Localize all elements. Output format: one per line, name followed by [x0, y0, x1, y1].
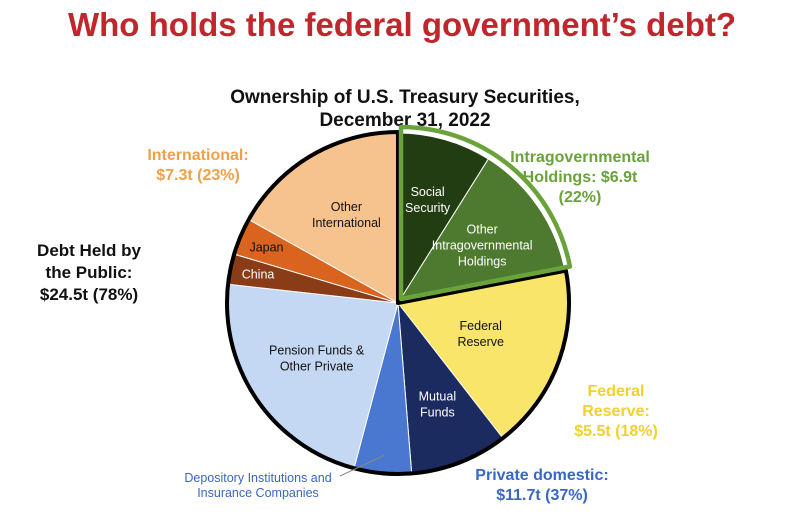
chart-title: Ownership of U.S. Treasury Securities, D… — [195, 86, 615, 132]
callout-fed-line: Federal — [587, 383, 645, 400]
callout-intragovernmental: Intragovernmental Holdings: $6.9t (22%) — [492, 148, 668, 208]
callout-fed-line: Reserve: — [582, 403, 650, 420]
chart-title-line: Ownership of U.S. Treasury Securities, — [230, 87, 580, 108]
public-debt-outline — [225, 130, 571, 476]
callout-intragov-line: (22%) — [558, 189, 602, 206]
callout-international-line: International: — [147, 147, 249, 164]
slice-label-other-international: Other International — [312, 200, 381, 230]
callout-public-line: $24.5t (78%) — [39, 285, 139, 304]
callout-domestic-line: Private domestic: — [475, 467, 609, 484]
pie-slice-other-intragovernmental-holdings — [396, 158, 566, 304]
slice-label-federal-reserve: Federal Reserve — [457, 319, 504, 349]
callout-intragov-line: Intragovernmental — [510, 149, 650, 166]
callout-domestic-line: $11.7t (37%) — [496, 487, 588, 504]
slice-label-other-intragovernmental-holdings: Other Intragovernmental Holdings — [432, 222, 533, 268]
slice-label-pension-funds-other-private: Pension Funds & Other Private — [269, 344, 365, 374]
slice-label-depository-institutions: Depository Institutions and Insurance Com… — [184, 471, 331, 500]
page-title: Who holds the federal government’s debt? — [68, 6, 736, 43]
callout-public-line: the Public: — [45, 263, 133, 282]
leader-line — [339, 454, 385, 477]
callout-federal-reserve: Federal Reserve: $5.5t (18%) — [556, 382, 676, 442]
intragovernmental-outline — [398, 124, 573, 302]
callout-international: International: $7.3t (23%) — [128, 146, 268, 186]
callout-international-line: $7.3t (23%) — [156, 167, 240, 184]
callout-private-domestic: Private domestic: $11.7t (37%) — [456, 466, 628, 506]
callout-debt-held-by-public: Debt Held by the Public: $24.5t (78%) — [14, 240, 164, 306]
chart-subtitle-line: December 31, 2022 — [319, 110, 491, 131]
slice-label-china: China — [242, 268, 275, 282]
slice-label-mutual-funds: Mutual Funds — [419, 389, 457, 419]
slice-label-social-security: Social Security — [405, 185, 451, 215]
callout-public-line: Debt Held by — [37, 241, 141, 260]
callout-fed-line: $5.5t (18%) — [574, 423, 658, 440]
slice-label-japan: Japan — [249, 240, 283, 254]
callout-intragov-line: Holdings: $6.9t — [522, 169, 638, 186]
